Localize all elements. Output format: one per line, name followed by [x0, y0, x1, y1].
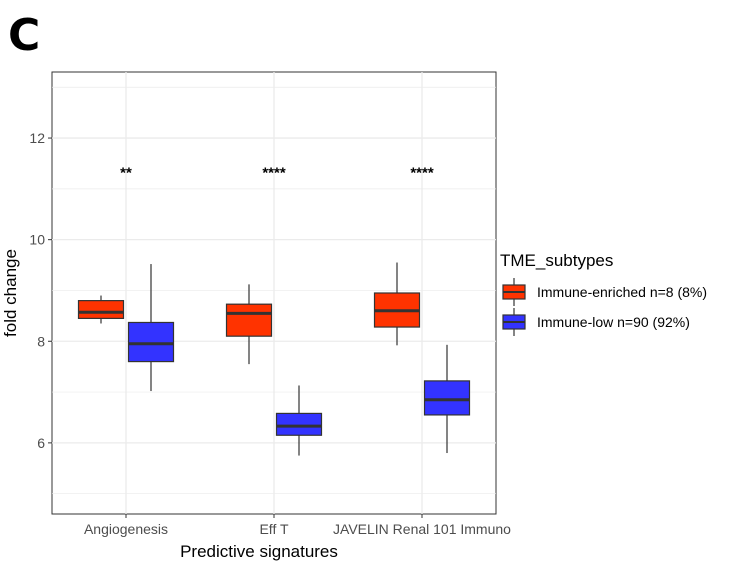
- legend-label: Immune-low n=90 (92%): [537, 314, 690, 330]
- legend-title: TME_subtypes: [500, 251, 613, 270]
- y-tick-label: 8: [37, 333, 45, 349]
- box-body: [127, 321, 175, 363]
- box-immune-low-0: [127, 264, 175, 392]
- y-tick-label: 12: [29, 130, 45, 146]
- box-immune-enriched-1: [225, 284, 273, 365]
- y-axis-title: fold change: [1, 249, 20, 337]
- box-immune-low-2: [423, 344, 471, 454]
- boxes: [77, 262, 471, 456]
- significance-label: ****: [262, 165, 286, 182]
- x-tick-label: JAVELIN Renal 101 Immuno: [333, 521, 511, 537]
- box-body: [225, 303, 273, 337]
- x-axis-title: Predictive signatures: [180, 542, 338, 561]
- y-axis: 6 8 10 12: [29, 130, 52, 451]
- x-tick-label: Eff T: [259, 521, 289, 537]
- y-tick-label: 10: [29, 232, 45, 248]
- box-body: [423, 380, 471, 416]
- box-body: [77, 300, 125, 320]
- significance-labels: ** **** ****: [120, 165, 434, 182]
- x-tick-label: Angiogenesis: [84, 521, 168, 537]
- legend-key: [502, 278, 526, 306]
- legend: TME_subtypes Immune-enriched n=8 (8%) Imm…: [500, 251, 707, 336]
- legend-label: Immune-enriched n=8 (8%): [537, 284, 707, 300]
- significance-label: ****: [410, 165, 434, 182]
- box-immune-enriched-2: [373, 262, 421, 346]
- box-immune-low-1: [275, 385, 323, 456]
- grid: [52, 72, 496, 514]
- legend-key: [502, 308, 526, 336]
- x-axis: Angiogenesis Eff T JAVELIN Renal 101 Immun…: [84, 514, 511, 537]
- significance-label: **: [120, 165, 132, 182]
- panel-label: C: [8, 10, 40, 61]
- y-tick-label: 6: [37, 435, 45, 451]
- box-body: [275, 412, 323, 436]
- box-immune-enriched-0: [77, 295, 125, 324]
